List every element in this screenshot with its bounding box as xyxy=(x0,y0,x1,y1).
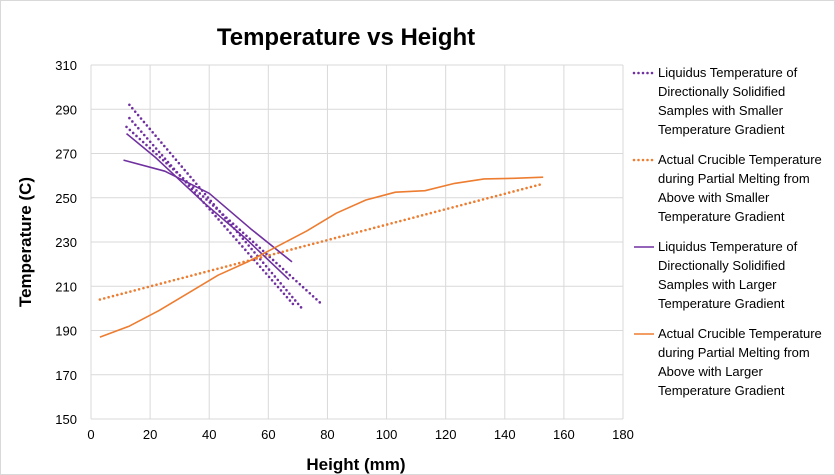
plot-area xyxy=(98,103,544,338)
y-tick-label: 250 xyxy=(55,191,77,206)
gridlines xyxy=(90,64,624,420)
legend-label: during Partial Melting from xyxy=(658,345,810,360)
y-tick-label: 210 xyxy=(55,279,77,294)
legend-label: Temperature Gradient xyxy=(658,383,785,398)
legend-label: Actual Crucible Temperature xyxy=(658,152,822,167)
y-tick-label: 290 xyxy=(55,102,77,117)
legend-label: during Partial Melting from xyxy=(658,171,810,186)
legend-label: Temperature Gradient xyxy=(658,209,785,224)
x-tick-label: 100 xyxy=(376,427,398,442)
legend-label: Above with Smaller xyxy=(658,190,770,205)
y-tick-label: 170 xyxy=(55,368,77,383)
legend-label: Samples with Larger xyxy=(658,277,777,292)
x-tick-label: 160 xyxy=(553,427,575,442)
x-axis-title: Height (mm) xyxy=(306,455,405,474)
series-line xyxy=(123,159,293,263)
y-tick-label: 190 xyxy=(55,324,77,339)
x-tick-label: 140 xyxy=(494,427,516,442)
series-line xyxy=(125,125,323,306)
y-tick-label: 230 xyxy=(55,235,77,250)
legend-label: Temperature Gradient xyxy=(658,122,785,137)
x-tick-label: 0 xyxy=(87,427,94,442)
legend-label: Directionally Solidified xyxy=(658,258,785,273)
y-tick-label: 270 xyxy=(55,147,77,162)
x-tick-label: 80 xyxy=(320,427,334,442)
series-line xyxy=(99,176,544,338)
y-tick-label: 150 xyxy=(55,412,77,427)
legend-label: Above with Larger xyxy=(658,364,763,379)
legend-label: Actual Crucible Temperature xyxy=(658,326,822,341)
y-axis-title: Temperature (C) xyxy=(16,177,35,307)
x-tick-label: 40 xyxy=(202,427,216,442)
series-line xyxy=(125,132,290,281)
x-tick-label: 20 xyxy=(143,427,157,442)
legend-label: Temperature Gradient xyxy=(658,296,785,311)
legend: Liquidus Temperature of Directionally Sol… xyxy=(632,65,822,398)
x-tick-label: 60 xyxy=(261,427,275,442)
x-tick-label: 180 xyxy=(612,427,634,442)
series-line xyxy=(98,183,542,301)
x-tick-label: 120 xyxy=(435,427,457,442)
tick-labels: 0 20 40 60 80 100 120 140 160 180 150 170 190 210 230 2… xyxy=(55,58,634,442)
legend-label: Samples with Smaller xyxy=(658,103,784,118)
chart-title: Temperature vs Height xyxy=(217,24,475,51)
legend-label: Directionally Solidified xyxy=(658,84,785,99)
series-line xyxy=(128,116,297,308)
legend-label: Liquidus Temperature of xyxy=(658,65,798,80)
y-tick-label: 310 xyxy=(55,58,77,73)
legend-label: Liquidus Temperature of xyxy=(658,239,798,254)
